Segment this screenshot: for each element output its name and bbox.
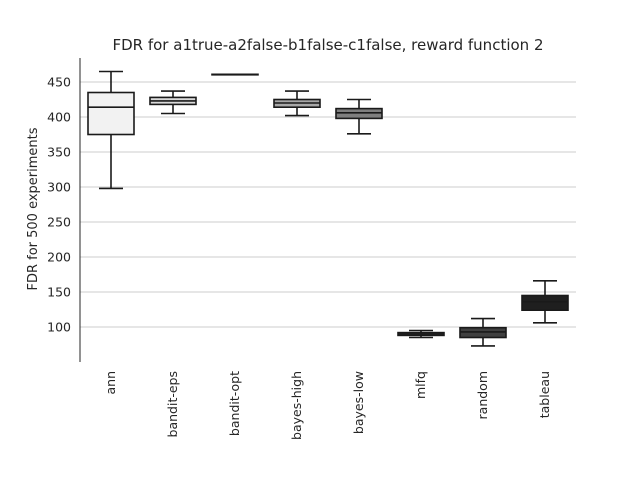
boxes bbox=[87, 70, 569, 347]
x-tick-label: bandit-eps bbox=[165, 371, 180, 437]
box-bayes-high bbox=[273, 90, 321, 117]
x-tick-label: mlfq bbox=[413, 371, 428, 399]
box-mlfq bbox=[397, 329, 445, 339]
y-axis-ticks: 100 150 200 250 300 350 400 450 bbox=[47, 75, 71, 335]
box-random bbox=[459, 317, 507, 347]
y-tick-label: 200 bbox=[47, 250, 71, 265]
x-tick-label: random bbox=[475, 371, 490, 419]
x-tick-label: bayes-high bbox=[289, 371, 304, 440]
y-axis-label: FDR for 500 experiments bbox=[26, 127, 41, 290]
y-tick-label: 400 bbox=[47, 110, 71, 125]
y-tick-label: 250 bbox=[47, 215, 71, 230]
grid-lines bbox=[80, 81, 576, 328]
iqr-box bbox=[521, 294, 569, 311]
y-tick-label: 300 bbox=[47, 180, 71, 195]
chart-title: FDR for a1true-a2false-b1false-c1false, … bbox=[112, 36, 543, 54]
y-tick-label: 450 bbox=[47, 75, 71, 90]
box-bayes-low bbox=[335, 98, 383, 135]
iqr-box bbox=[87, 91, 135, 136]
x-tick-label: bayes-low bbox=[351, 371, 366, 434]
box-bandit-eps bbox=[149, 90, 197, 115]
y-tick-label: 350 bbox=[47, 145, 71, 160]
y-tick-label: 150 bbox=[47, 285, 71, 300]
box-tableau bbox=[521, 279, 569, 324]
box-ann bbox=[87, 70, 135, 190]
x-tick-label: tableau bbox=[537, 371, 552, 418]
box-bandit-opt bbox=[211, 73, 259, 76]
x-tick-label: ann bbox=[103, 371, 118, 395]
x-tick-label: bandit-opt bbox=[227, 371, 242, 436]
y-tick-label: 100 bbox=[47, 320, 71, 335]
x-axis-ticks: ann bandit-eps bandit-opt bayes-high bayes-l… bbox=[103, 371, 552, 440]
